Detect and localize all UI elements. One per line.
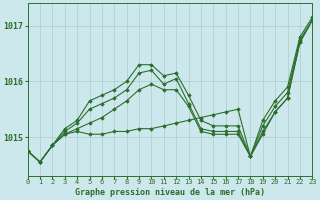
X-axis label: Graphe pression niveau de la mer (hPa): Graphe pression niveau de la mer (hPa) (75, 188, 265, 197)
